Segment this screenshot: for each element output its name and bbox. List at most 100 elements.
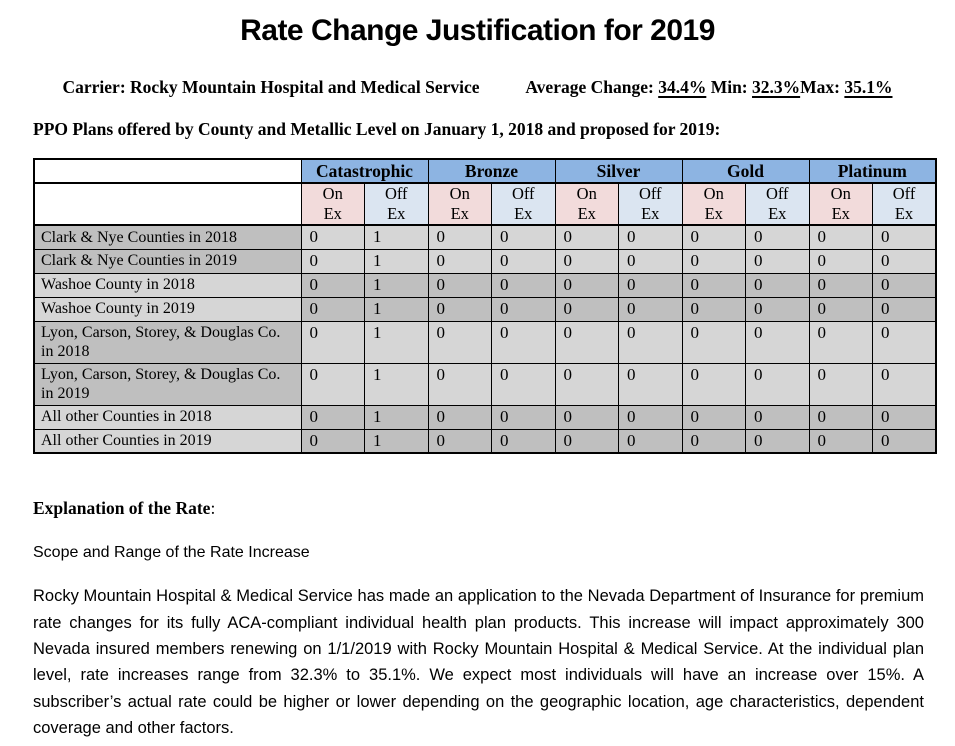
table-row: All other Counties in 2018 0 1 0 0 0 0 0 0 0 0 bbox=[33, 404, 937, 430]
plan-count-cell: 0 bbox=[872, 296, 937, 322]
carrier-name: Rocky Mountain Hospital and Medical Serv… bbox=[130, 77, 480, 97]
subheader-off-ex: Off Ex bbox=[491, 182, 556, 227]
table-row: Lyon, Carson, Storey, & Douglas Co. in 2… bbox=[33, 320, 937, 364]
plan-count-cell: 0 bbox=[427, 296, 492, 322]
plan-count-cell: 0 bbox=[681, 320, 746, 364]
level-header-bronze: Bronze bbox=[427, 158, 556, 184]
plan-count-cell: 1 bbox=[364, 362, 429, 406]
plan-count-cell: 0 bbox=[491, 296, 556, 322]
plan-count-cell: 0 bbox=[427, 404, 492, 430]
plan-count-cell: 0 bbox=[300, 296, 365, 322]
level-header-gold: Gold bbox=[681, 158, 810, 184]
plan-count-cell: 0 bbox=[491, 428, 556, 454]
max-value: 35.1% bbox=[844, 77, 893, 97]
subheader-on-ex: On Ex bbox=[681, 182, 746, 227]
metal-level-header-row: Catastrophic Bronze Silver Gold Platinum bbox=[33, 158, 937, 184]
ppo-plans-table: Catastrophic Bronze Silver Gold Platinum… bbox=[33, 158, 938, 455]
plan-count-cell: 0 bbox=[872, 404, 937, 430]
plan-count-cell: 0 bbox=[808, 362, 873, 406]
row-label: Clark & Nye Counties in 2018 bbox=[33, 224, 302, 250]
plan-count-cell: 0 bbox=[427, 224, 492, 250]
document-page: Rate Change Justification for 2019 Carri… bbox=[0, 14, 955, 746]
plan-count-cell: 0 bbox=[300, 320, 365, 364]
plan-count-cell: 0 bbox=[808, 248, 873, 274]
plan-count-cell: 0 bbox=[618, 362, 683, 406]
average-change-value: 34.4% bbox=[658, 77, 707, 97]
subheader-on-ex: On Ex bbox=[808, 182, 873, 227]
plan-count-cell: 0 bbox=[681, 224, 746, 250]
plan-count-cell: 0 bbox=[681, 362, 746, 406]
corner-cell bbox=[33, 182, 302, 227]
plan-count-cell: 0 bbox=[300, 428, 365, 454]
plan-count-cell: 0 bbox=[618, 428, 683, 454]
min-label: Min: bbox=[710, 77, 748, 97]
explanation-heading-text: Explanation of the Rate bbox=[33, 498, 211, 519]
plan-count-cell: 0 bbox=[618, 320, 683, 364]
plan-count-cell: 0 bbox=[554, 248, 619, 274]
plan-count-cell: 0 bbox=[491, 362, 556, 406]
plan-count-cell: 0 bbox=[554, 224, 619, 250]
plan-count-cell: 1 bbox=[364, 404, 429, 430]
plan-count-cell: 0 bbox=[808, 272, 873, 298]
page-title: Rate Change Justification for 2019 bbox=[240, 14, 715, 47]
plan-count-cell: 1 bbox=[364, 248, 429, 274]
plan-count-cell: 0 bbox=[427, 272, 492, 298]
plan-count-cell: 0 bbox=[872, 248, 937, 274]
plan-count-cell: 0 bbox=[808, 224, 873, 250]
plan-count-cell: 0 bbox=[554, 362, 619, 406]
plan-count-cell: 0 bbox=[618, 224, 683, 250]
plan-count-cell: 0 bbox=[745, 224, 810, 250]
plan-count-cell: 0 bbox=[618, 248, 683, 274]
plan-count-cell: 0 bbox=[618, 272, 683, 298]
plan-count-cell: 1 bbox=[364, 320, 429, 364]
subheader-off-ex: Off Ex bbox=[364, 182, 429, 227]
carrier-label: Carrier: bbox=[62, 77, 126, 97]
plan-count-cell: 0 bbox=[427, 428, 492, 454]
row-label: Clark & Nye Counties in 2019 bbox=[33, 248, 302, 274]
plan-count-cell: 1 bbox=[364, 296, 429, 322]
corner-cell bbox=[33, 158, 302, 184]
average-change-label: Average Change: bbox=[525, 77, 654, 97]
plan-count-cell: 0 bbox=[427, 320, 492, 364]
plan-count-cell: 0 bbox=[808, 296, 873, 322]
plan-count-cell: 0 bbox=[745, 404, 810, 430]
plan-count-cell: 0 bbox=[618, 296, 683, 322]
plan-count-cell: 0 bbox=[491, 404, 556, 430]
plan-count-cell: 0 bbox=[745, 320, 810, 364]
max-label: Max: bbox=[800, 77, 840, 97]
plan-count-cell: 0 bbox=[745, 428, 810, 454]
plan-count-cell: 0 bbox=[300, 248, 365, 274]
plan-count-cell: 0 bbox=[554, 320, 619, 364]
plan-count-cell: 0 bbox=[681, 272, 746, 298]
row-label: Lyon, Carson, Storey, & Douglas Co. in 2… bbox=[33, 320, 302, 364]
plan-count-cell: 0 bbox=[872, 362, 937, 406]
plan-count-cell: 0 bbox=[745, 272, 810, 298]
plan-count-cell: 0 bbox=[300, 272, 365, 298]
row-label: Lyon, Carson, Storey, & Douglas Co. in 2… bbox=[33, 362, 302, 406]
explanation-heading: Explanation of the Rate: bbox=[33, 498, 955, 519]
plan-count-cell: 0 bbox=[808, 404, 873, 430]
level-header-silver: Silver bbox=[554, 158, 683, 184]
table-row: Washoe County in 2018 0 1 0 0 0 0 0 0 0 0 bbox=[33, 272, 937, 298]
plan-count-cell: 0 bbox=[300, 362, 365, 406]
explanation-heading-colon: : bbox=[210, 498, 216, 519]
plan-count-cell: 0 bbox=[872, 224, 937, 250]
row-label: Washoe County in 2019 bbox=[33, 296, 302, 322]
plan-count-cell: 0 bbox=[554, 404, 619, 430]
plan-count-cell: 0 bbox=[808, 320, 873, 364]
plan-count-cell: 0 bbox=[681, 404, 746, 430]
subheader-on-ex: On Ex bbox=[427, 182, 492, 227]
table-row: Clark & Nye Counties in 2019 0 1 0 0 0 0 0 0 0 0 bbox=[33, 248, 937, 274]
table-row: Washoe County in 2019 0 1 0 0 0 0 0 0 0 0 bbox=[33, 296, 937, 322]
plan-count-cell: 0 bbox=[872, 428, 937, 454]
plan-count-cell: 0 bbox=[745, 248, 810, 274]
plan-count-cell: 0 bbox=[618, 404, 683, 430]
plan-count-cell: 0 bbox=[491, 224, 556, 250]
plan-count-cell: 0 bbox=[681, 428, 746, 454]
table-row: All other Counties in 2019 0 1 0 0 0 0 0 0 0 0 bbox=[33, 428, 937, 454]
subheader-on-ex: On Ex bbox=[300, 182, 365, 227]
level-header-platinum: Platinum bbox=[808, 158, 937, 184]
subheader-on-ex: On Ex bbox=[554, 182, 619, 227]
plan-count-cell: 0 bbox=[554, 272, 619, 298]
plan-count-cell: 0 bbox=[427, 248, 492, 274]
